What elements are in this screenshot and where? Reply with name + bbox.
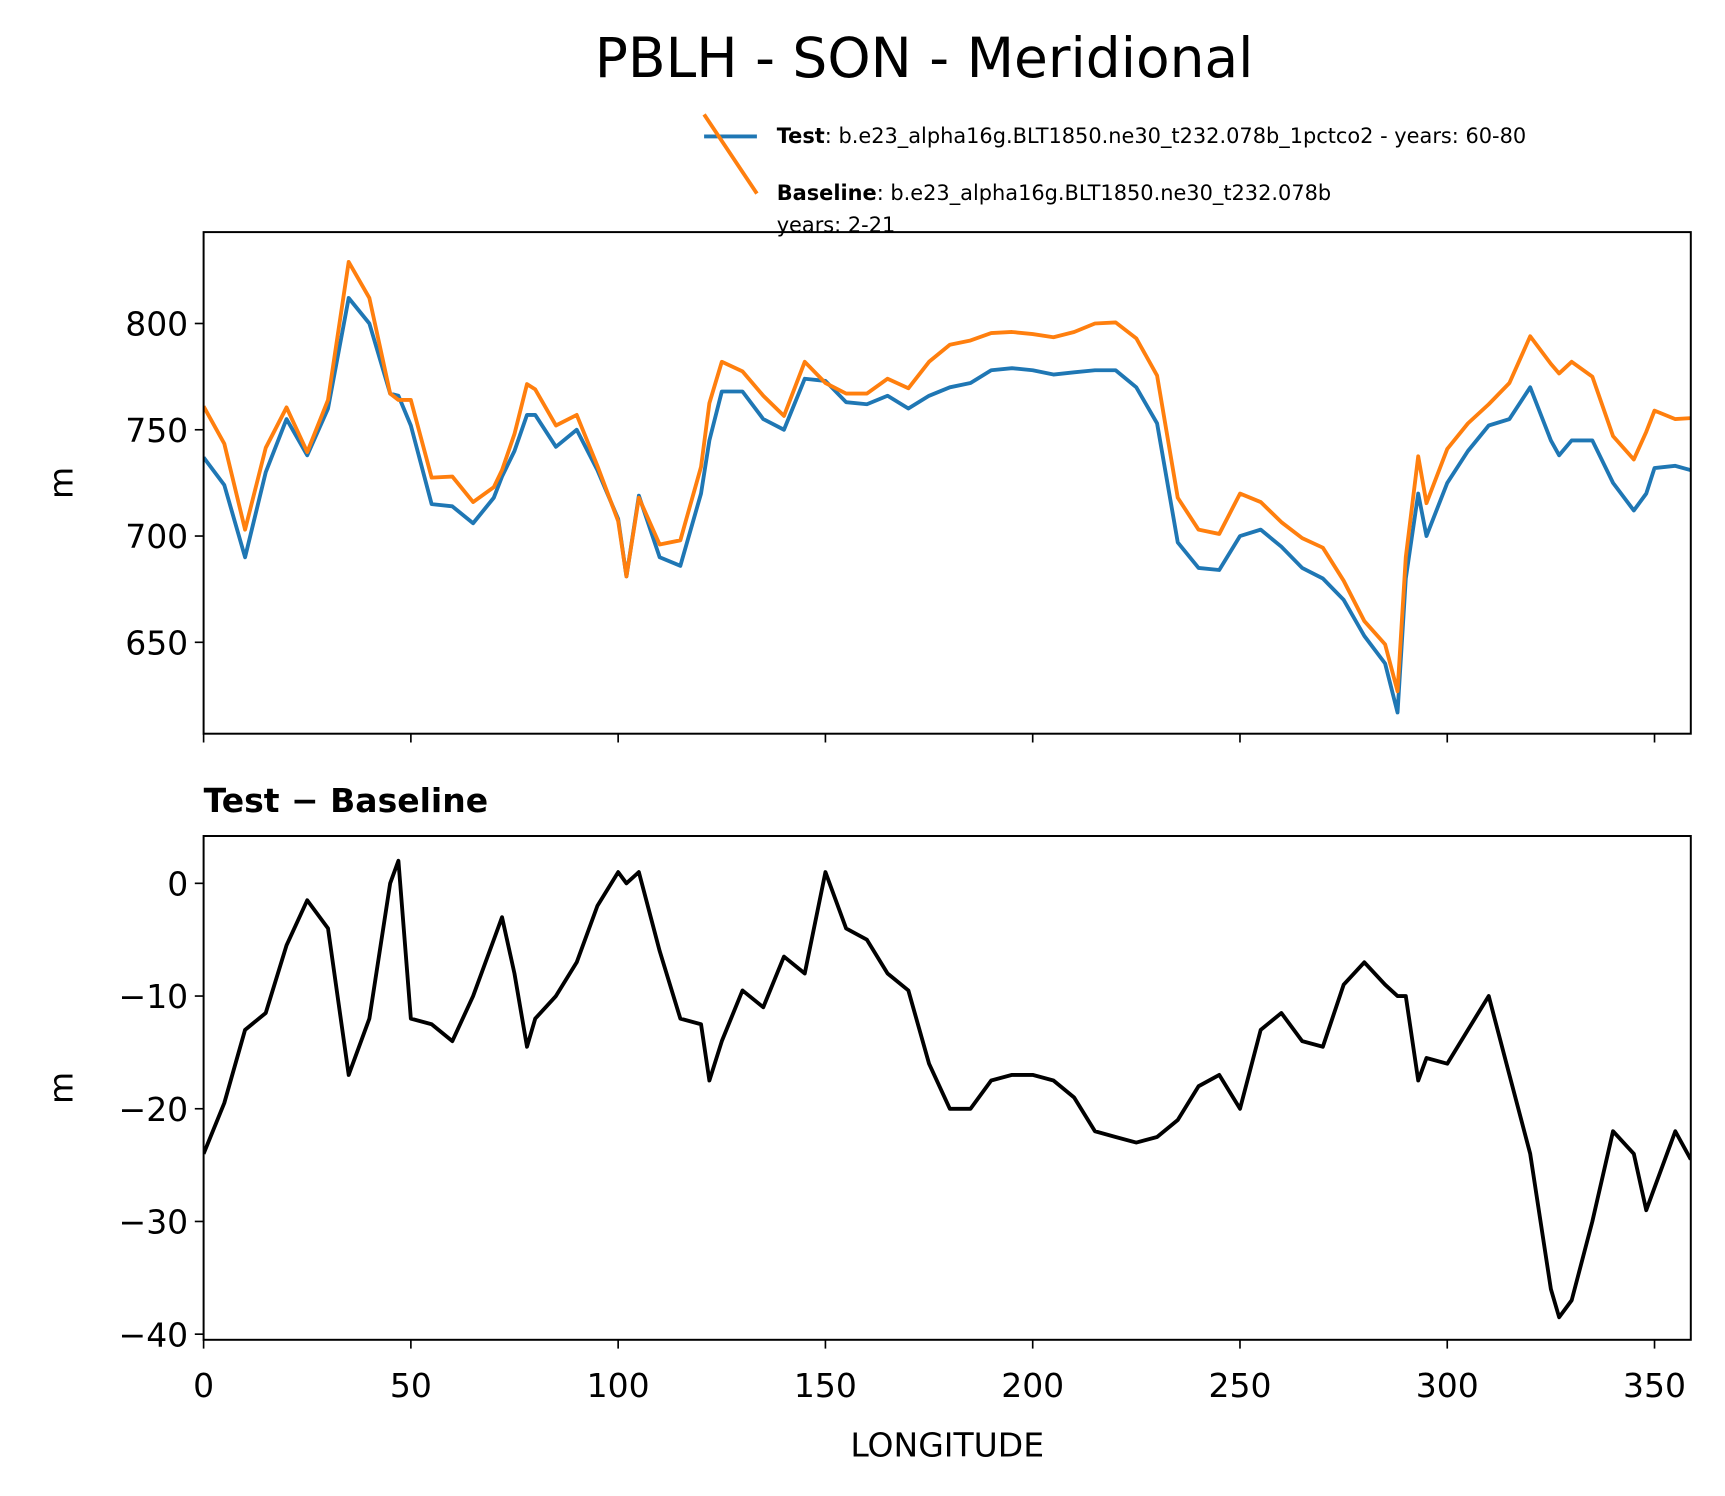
axes-frame (202, 835, 1692, 1341)
panel-title: Test − Baseline (204, 781, 488, 820)
legend-entry: Test: b.e23_alpha16g.BLT1850.ne30_t232.0… (777, 124, 1526, 149)
y-axis-label: m (42, 467, 81, 499)
legend-label-line: years: 2-21 (777, 213, 896, 237)
x-tick-label: 50 (390, 1366, 432, 1405)
data-line (203, 259, 1691, 694)
legend-entry: Baseline: b.e23_alpha16g.BLT1850.ne30_t2… (777, 181, 1331, 206)
x-tick-label: 300 (1416, 1366, 1479, 1405)
x-tick-label: 0 (193, 1366, 214, 1405)
x-tick-label: 250 (1208, 1366, 1271, 1405)
y-tick-label: −40 (119, 1315, 189, 1354)
legend-swatch (702, 113, 759, 195)
x-axis-label: LONGITUDE (850, 1425, 1044, 1464)
y-tick-label: −10 (119, 977, 189, 1016)
y-tick-label: 0 (167, 864, 188, 903)
legend-label: : b.e23_alpha16g.BLT1850.ne30_t232.078b_… (825, 124, 1526, 149)
y-axis-label: m (42, 1072, 81, 1104)
y-tick-label: −30 (119, 1203, 189, 1242)
legend-label: : b.e23_alpha16g.BLT1850.ne30_t232.078b (877, 181, 1331, 206)
legend-name: Baseline (777, 181, 877, 205)
figure-title: PBLH - SON - Meridional (595, 26, 1254, 90)
x-tick-label: 350 (1623, 1366, 1686, 1405)
axes-frame (202, 231, 1692, 735)
data-line (203, 296, 1691, 715)
y-tick-label: −20 (119, 1090, 189, 1129)
x-tick-label: 150 (794, 1366, 857, 1405)
y-tick-label: 650 (125, 623, 188, 662)
x-tick-label: 100 (587, 1366, 650, 1405)
y-tick-label: 700 (125, 517, 188, 556)
y-tick-label: 800 (125, 305, 188, 344)
x-tick-label: 200 (1001, 1366, 1064, 1405)
legend-name: Test (777, 124, 825, 148)
data-line (203, 858, 1691, 1320)
y-tick-label: 750 (125, 411, 188, 450)
